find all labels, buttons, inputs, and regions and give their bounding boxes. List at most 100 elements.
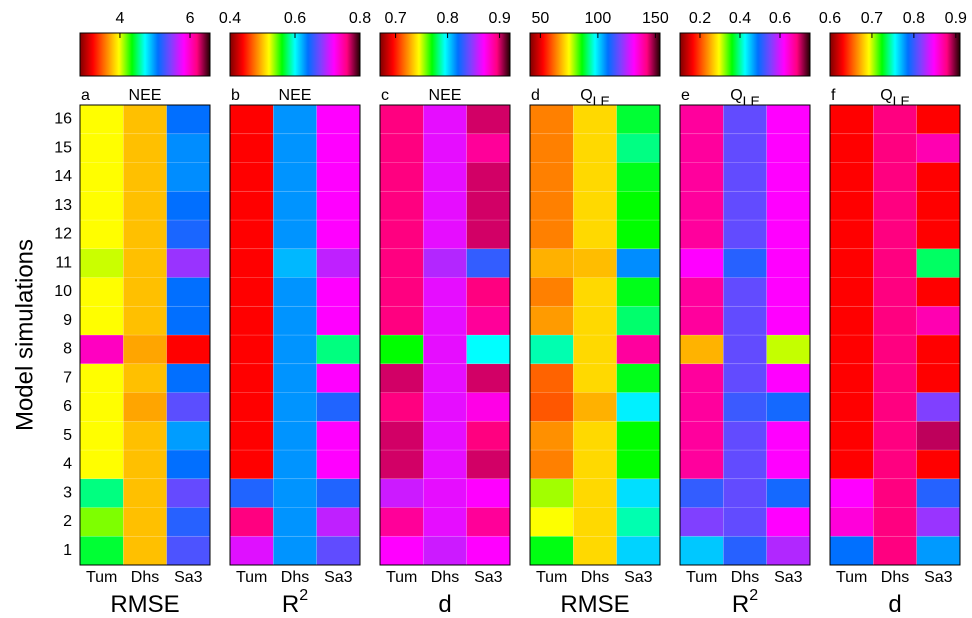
heatmap-cell — [916, 449, 961, 480]
heatmap-cell — [273, 104, 317, 135]
y-tick-label: 3 — [63, 484, 72, 501]
heatmap-cell — [529, 133, 574, 163]
heatmap-cell — [573, 449, 617, 480]
heatmap-cell — [529, 334, 574, 365]
colorbar-tick-label: 0.9 — [488, 10, 510, 27]
heatmap-cell — [316, 420, 361, 451]
heatmap-cell — [79, 133, 124, 163]
heatmap-cell — [229, 420, 274, 451]
panel-label: a — [81, 87, 90, 104]
heatmap-cell — [829, 162, 874, 192]
heatmap-cell — [316, 305, 361, 336]
panel-frame — [829, 104, 961, 566]
heatmap-cell — [723, 449, 767, 480]
x-tick-label: Dhs — [881, 569, 909, 586]
heatmap-cell — [79, 334, 124, 365]
x-tick-label: Sa3 — [774, 569, 803, 586]
y-tick-label: 9 — [63, 312, 72, 329]
heatmap-cell — [423, 392, 467, 422]
heatmap-cell — [873, 248, 917, 278]
heatmap-cell — [616, 449, 661, 480]
heatmap-cell — [723, 219, 767, 250]
x-tick-label: Sa3 — [624, 569, 653, 586]
panel-label: d — [531, 87, 540, 104]
x-tick-label: Dhs — [731, 569, 759, 586]
heatmap-cell — [573, 277, 617, 307]
heatmap-cell — [379, 392, 424, 422]
x-axis-label-main: R — [282, 591, 299, 618]
heatmap-cell — [379, 363, 424, 393]
panel-title-main: Q — [880, 87, 892, 104]
x-axis-label-main: RMSE — [110, 591, 179, 618]
colorbar — [379, 32, 511, 77]
heatmap-cell — [573, 190, 617, 221]
heatmap-cell — [423, 334, 467, 365]
heatmap-cell — [766, 334, 811, 365]
heatmap-cell — [379, 507, 424, 537]
heatmap-cell — [679, 248, 724, 278]
heatmap-cell — [229, 248, 274, 278]
heatmap-cell — [829, 104, 874, 135]
heatmap-cell — [316, 190, 361, 221]
heatmap-cell — [316, 104, 361, 135]
colorbar-tick-label: 0.4 — [219, 10, 241, 27]
heatmap-cell — [273, 190, 317, 221]
heatmap-cell — [379, 162, 424, 192]
heatmap-cell — [316, 334, 361, 365]
panel-label: b — [231, 87, 240, 104]
heatmap-cell — [723, 162, 767, 192]
heatmap-cell — [616, 535, 661, 566]
heatmap-cell — [166, 133, 211, 163]
heatmap-cell — [679, 133, 724, 163]
heatmap-cell — [316, 478, 361, 508]
heatmap-cell — [123, 104, 167, 135]
heatmap-cell — [466, 248, 511, 278]
heatmap-cell — [916, 535, 961, 566]
heatmap-cell — [316, 248, 361, 278]
heatmap-cell — [466, 363, 511, 393]
heatmap-cell — [466, 190, 511, 221]
heatmap-cell — [379, 449, 424, 480]
heatmap-cell — [766, 535, 811, 566]
heatmap-cell — [229, 535, 274, 566]
heatmap-cell — [166, 363, 211, 393]
heatmap-cell — [616, 190, 661, 221]
heatmap-cell — [573, 420, 617, 451]
x-axis-label-main: d — [888, 591, 901, 618]
heatmap-cell — [79, 449, 124, 480]
heatmap-cell — [466, 219, 511, 250]
heatmap-cell — [423, 162, 467, 192]
y-tick-label: 5 — [63, 427, 72, 444]
x-tick-label: Tum — [836, 569, 867, 586]
heatmap-cell — [573, 248, 617, 278]
heatmap-cell — [916, 277, 961, 307]
heatmap-cell — [829, 248, 874, 278]
heatmap-cell — [916, 248, 961, 278]
x-tick-label: Sa3 — [174, 569, 203, 586]
heatmap-cell — [766, 162, 811, 192]
colorbar — [679, 32, 811, 77]
x-tick-label: Tum — [86, 569, 117, 586]
heatmap-cell — [229, 334, 274, 365]
y-tick-label: 16 — [54, 111, 72, 128]
heatmap-cell — [166, 162, 211, 192]
heatmap-cell — [916, 392, 961, 422]
y-tick-label: 8 — [63, 341, 72, 358]
heatmap-cell — [916, 363, 961, 393]
heatmap-cell — [723, 133, 767, 163]
heatmap-cell — [79, 162, 124, 192]
heatmap-cell — [916, 478, 961, 508]
heatmap-cell — [616, 392, 661, 422]
heatmap-cell — [229, 363, 274, 393]
heatmap-cell — [873, 277, 917, 307]
heatmap-cell — [79, 248, 124, 278]
y-tick-label: 13 — [54, 197, 72, 214]
heatmap-cell — [423, 449, 467, 480]
heatmap-cell — [466, 133, 511, 163]
heatmap-cell — [723, 190, 767, 221]
x-axis-label-main: d — [438, 591, 451, 618]
x-axis-label-main: R — [732, 591, 749, 618]
heatmap-cell — [316, 219, 361, 250]
panel-title: NEE — [129, 87, 162, 104]
heatmap-cell — [829, 277, 874, 307]
